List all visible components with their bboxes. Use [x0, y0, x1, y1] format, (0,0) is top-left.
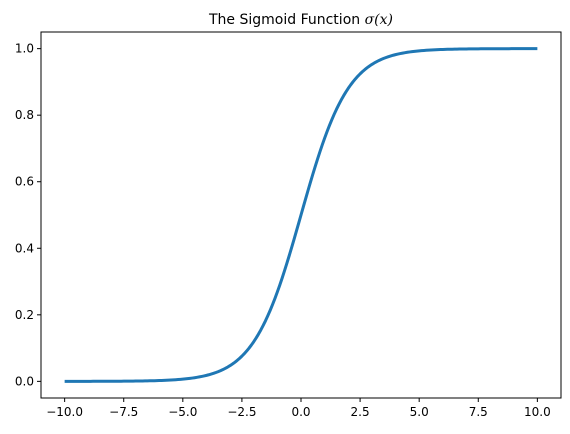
y-tick-label: 0.0: [15, 374, 34, 388]
y-tick-label: 0.8: [15, 108, 34, 122]
x-axis: −10.0 −7.5 −5.0 −2.5 0.0 2.5 5.0 7.5 10.0: [46, 398, 551, 419]
x-tick-label: 10.0: [524, 405, 551, 419]
x-tick-label: 5.0: [410, 405, 429, 419]
y-axis: 0.0 0.2 0.4 0.6 0.8 1.0: [15, 42, 41, 388]
y-tick-label: 0.6: [15, 175, 34, 189]
plot-layer: [64, 47, 538, 383]
x-tick-label: 7.5: [469, 405, 488, 419]
x-tick-label: −2.5: [227, 405, 256, 419]
y-tick-label: 0.2: [15, 308, 34, 322]
chart-title: The Sigmoid Function σ(x): [208, 12, 393, 28]
x-tick-label: −7.5: [109, 405, 138, 419]
chart-title-math: σ(x): [365, 12, 393, 28]
chart-title-text: The Sigmoid Function: [208, 12, 360, 28]
x-tick-label: 0.0: [291, 405, 310, 419]
y-tick-label: 1.0: [15, 42, 34, 56]
y-tick-label: 0.4: [15, 241, 34, 255]
x-tick-label: 2.5: [351, 405, 370, 419]
x-tick-label: −5.0: [168, 405, 197, 419]
x-tick-label: −10.0: [46, 405, 83, 419]
series-line-0: [64, 47, 538, 383]
